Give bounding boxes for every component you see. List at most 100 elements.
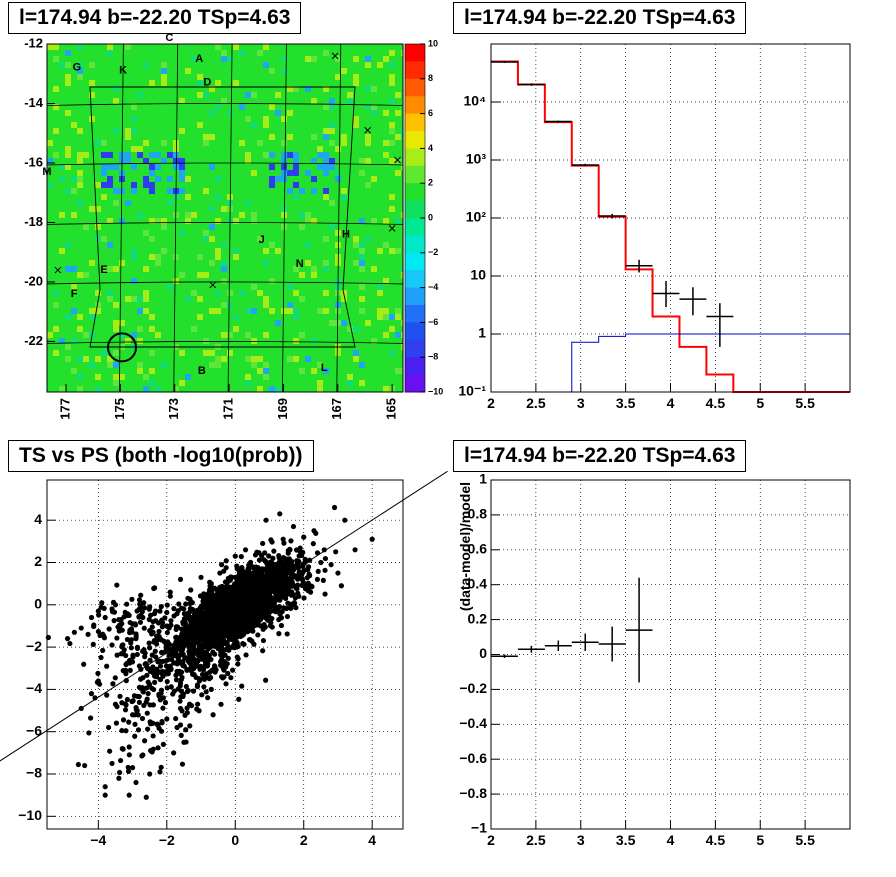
scatter-point — [178, 652, 184, 658]
map-pixel — [257, 290, 263, 296]
map-pixel — [263, 260, 269, 266]
map-pixel — [71, 122, 77, 128]
map-pixel — [293, 164, 299, 170]
map-pixel — [161, 68, 167, 74]
scatter-point — [268, 603, 274, 610]
scatter-point — [165, 639, 171, 645]
scatter-point — [195, 701, 201, 707]
map-pixel — [113, 326, 119, 332]
scatter-point — [190, 649, 196, 655]
map-pixel — [245, 380, 251, 386]
scatter-point — [147, 657, 153, 663]
map-pixel — [401, 272, 403, 278]
scatter-point — [301, 595, 307, 601]
map-pixel — [359, 218, 365, 224]
scatter-point — [114, 652, 120, 658]
scatter-point — [150, 664, 156, 670]
scatter-point — [109, 760, 115, 767]
map-pixel — [329, 140, 335, 146]
map-pixel — [137, 362, 143, 368]
map-pixel — [383, 386, 389, 392]
scatter-point — [210, 649, 216, 655]
scatter-point — [208, 581, 214, 587]
map-pixel — [131, 248, 137, 254]
scatter-point — [284, 631, 290, 637]
scatter-point — [195, 658, 201, 664]
map-pixel — [239, 290, 245, 296]
scatter-point — [225, 643, 231, 649]
map-pixel — [233, 254, 239, 260]
scatter-point — [169, 656, 175, 663]
map-pixel — [323, 236, 329, 242]
map-source-label: E — [100, 264, 107, 276]
map-pixel — [251, 284, 257, 290]
map-pixel — [365, 62, 371, 68]
residual-x-tick-label: 4 — [667, 832, 675, 848]
scatter-point — [221, 589, 228, 595]
scatter-point — [286, 556, 292, 562]
scatter-point — [176, 601, 182, 607]
scatter-point — [293, 605, 299, 611]
scatter-point — [171, 613, 177, 619]
map-pixel — [107, 182, 113, 188]
map-pixel — [119, 332, 125, 338]
scatter-point — [240, 583, 246, 589]
residual-x-tick-label: 3 — [577, 832, 585, 848]
scatter-point — [311, 528, 317, 534]
scatter-point — [224, 616, 231, 623]
residual-frame — [490, 479, 851, 830]
map-pixel — [401, 134, 403, 140]
map-pixel — [77, 386, 83, 392]
scatter-point — [271, 585, 278, 592]
map-pixel — [203, 188, 209, 194]
map-pixel — [287, 302, 293, 308]
scatter-point — [175, 608, 181, 614]
map-pixel — [305, 356, 311, 362]
scatter-point — [267, 586, 274, 592]
scatter-y-tick-label: 0 — [34, 595, 42, 611]
map-pixel — [131, 116, 137, 122]
scatter-point — [147, 645, 153, 651]
scatter-point — [136, 693, 142, 700]
map-pixel — [383, 110, 389, 116]
scatter-point — [146, 616, 152, 623]
map-pixel — [293, 158, 299, 164]
map-pixel — [401, 128, 403, 134]
scatter-point — [102, 792, 108, 798]
scatter-point — [100, 647, 106, 654]
scatter-point — [117, 693, 123, 699]
map-pixel — [71, 212, 77, 218]
scatter-point — [130, 654, 136, 660]
map-pixel — [311, 266, 317, 272]
scatter-point — [205, 661, 211, 667]
map-pixel — [323, 128, 329, 134]
scatter-point — [119, 746, 125, 752]
spectrum-data-point — [544, 120, 572, 123]
scatter-point — [183, 683, 189, 690]
map-pixel — [371, 266, 377, 272]
scatter-point — [263, 603, 269, 610]
scatter-point — [283, 605, 290, 611]
scatter-point — [201, 591, 207, 597]
scatter-point — [219, 620, 225, 627]
map-source-label: L — [321, 362, 328, 374]
map-pixel — [329, 158, 335, 164]
map-pixel — [65, 146, 71, 152]
map-pixel — [305, 260, 311, 266]
scatter-point — [276, 616, 282, 623]
map-pixel — [107, 44, 113, 50]
map-pixel — [383, 218, 389, 224]
scatter-point — [140, 688, 146, 694]
scatter-point — [226, 607, 232, 613]
map-pixel — [299, 212, 305, 218]
map-pixel — [233, 314, 239, 320]
residual-y-tick-label: −1 — [471, 820, 487, 836]
map-pixel — [317, 362, 323, 368]
map-pixel — [275, 248, 281, 254]
map-pixel — [239, 212, 245, 218]
map-pixel — [215, 308, 221, 314]
scatter-point — [112, 675, 118, 681]
map-pixel — [185, 68, 191, 74]
scatter-point — [240, 618, 246, 625]
map-pixel — [311, 188, 317, 194]
